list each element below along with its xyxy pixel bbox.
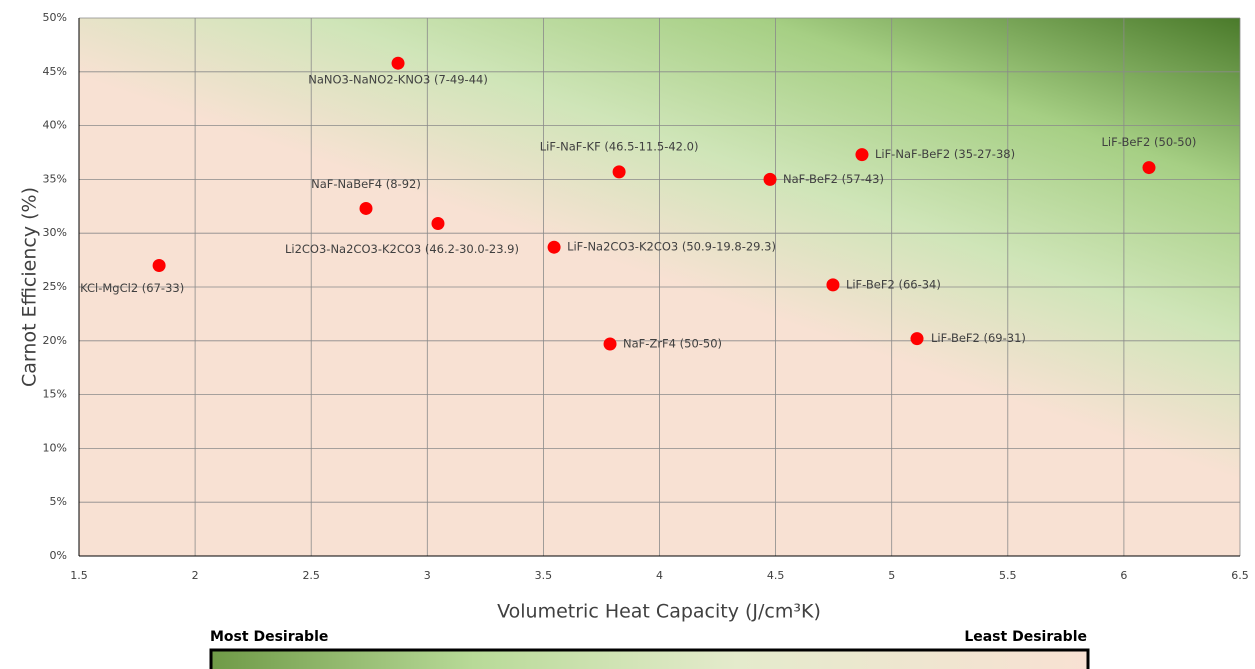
x-tick-label: 2.5 <box>302 569 320 582</box>
y-tick-label: 5% <box>50 495 67 508</box>
x-tick-label: 3 <box>424 569 431 582</box>
x-tick-label: 6 <box>1120 569 1127 582</box>
x-tick-label: 3.5 <box>535 569 553 582</box>
y-tick-label: 20% <box>43 334 67 347</box>
x-tick-label: 6.5 <box>1231 569 1249 582</box>
legend-right-label: Least Desirable <box>964 629 1087 645</box>
legend-gradient-bar <box>209 648 1090 669</box>
x-tick-label: 2 <box>192 569 199 582</box>
y-tick-label: 15% <box>43 388 67 401</box>
y-axis-title: Carnot Efficiency (%) <box>19 187 41 387</box>
data-point <box>910 332 924 346</box>
data-point <box>855 148 869 162</box>
point-label: Li2CO3-Na2CO3-K2CO3 (46.2-30.0-23.9) <box>285 242 519 256</box>
data-point <box>1142 161 1156 175</box>
data-point <box>547 240 561 254</box>
x-tick-label: 1.5 <box>70 569 88 582</box>
data-point <box>391 56 405 70</box>
data-point <box>359 201 373 215</box>
point-label: NaF-BeF2 (57-43) <box>783 172 884 186</box>
y-tick-label: 30% <box>43 226 67 239</box>
point-label: NaF-ZrF4 (50-50) <box>623 337 722 351</box>
y-tick-label: 10% <box>43 441 67 454</box>
point-label: LiF-NaF-KF (46.5-11.5-42.0) <box>540 139 699 153</box>
point-label: NaNO3-NaNO2-KNO3 (7-49-44) <box>308 73 488 87</box>
x-axis-title: Volumetric Heat Capacity (J/cm³K) <box>497 601 821 623</box>
y-tick-label: 45% <box>43 65 67 78</box>
point-label: LiF-BeF2 (50-50) <box>1102 135 1197 149</box>
data-point <box>763 172 777 186</box>
data-point <box>152 258 166 272</box>
data-point <box>826 278 840 292</box>
y-tick-label: 0% <box>50 549 67 562</box>
point-label: LiF-BeF2 (69-31) <box>931 331 1026 345</box>
y-tick-label: 50% <box>43 11 67 24</box>
x-tick-label: 4.5 <box>767 569 785 582</box>
data-point <box>612 165 626 179</box>
point-label: LiF-Na2CO3-K2CO3 (50.9-19.8-29.3) <box>567 240 776 254</box>
legend-left-label: Most Desirable <box>210 629 328 645</box>
point-label: LiF-NaF-BeF2 (35-27-38) <box>875 147 1015 161</box>
data-point <box>431 217 445 231</box>
y-tick-label: 25% <box>43 280 67 293</box>
y-tick-label: 35% <box>43 172 67 185</box>
x-tick-label: 4 <box>656 569 663 582</box>
x-tick-label: 5 <box>888 569 895 582</box>
y-tick-label: 40% <box>43 119 67 132</box>
point-label: NaF-NaBeF4 (8-92) <box>311 177 421 191</box>
x-tick-label: 5.5 <box>999 569 1017 582</box>
point-label: LiF-BeF2 (66-34) <box>846 277 941 291</box>
point-label: KCl-MgCl2 (67-33) <box>80 281 184 295</box>
data-point <box>603 337 617 351</box>
